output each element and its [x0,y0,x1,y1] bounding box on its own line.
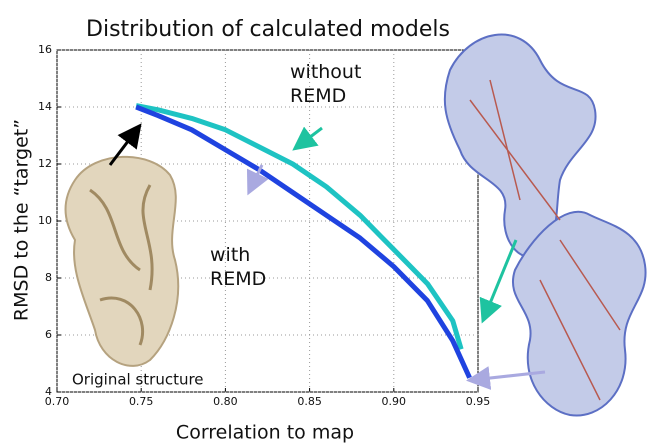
x-tick-label: 0.80 [213,395,238,408]
arrow [246,164,269,196]
y-tick-label: 4 [45,385,52,398]
y-tick-label: 16 [38,43,52,56]
x-tick-label: 0.70 [45,395,70,408]
arrow [479,239,518,324]
y-tick-label: 10 [38,214,52,227]
structure-image [64,155,180,367]
y-tick-label: 8 [45,271,52,284]
x-tick-label: 0.85 [297,395,322,408]
series-label: with REMD [210,244,267,290]
y-tick-label: 14 [38,100,52,113]
x-tick-label: 0.75 [129,395,154,408]
x-axis-label: Correlation to map [176,422,354,444]
series-label: without REMD [290,61,362,107]
arrow [292,126,323,151]
series-line [135,104,472,379]
map-image [512,210,647,417]
arrow [108,123,142,166]
series-line [135,103,464,350]
x-tick-label: 0.95 [466,395,491,408]
chart-title: Distribution of calculated models [86,17,450,42]
y-axis-label: RMSD to the “target” [11,119,33,321]
structure-detail [89,184,154,346]
map-detail [469,79,621,401]
x-tick-label: 0.90 [382,395,407,408]
y-tick-label: 12 [38,157,52,170]
y-tick-label: 6 [45,328,52,341]
arrow [466,366,546,390]
annotation: Original structure [72,371,204,389]
